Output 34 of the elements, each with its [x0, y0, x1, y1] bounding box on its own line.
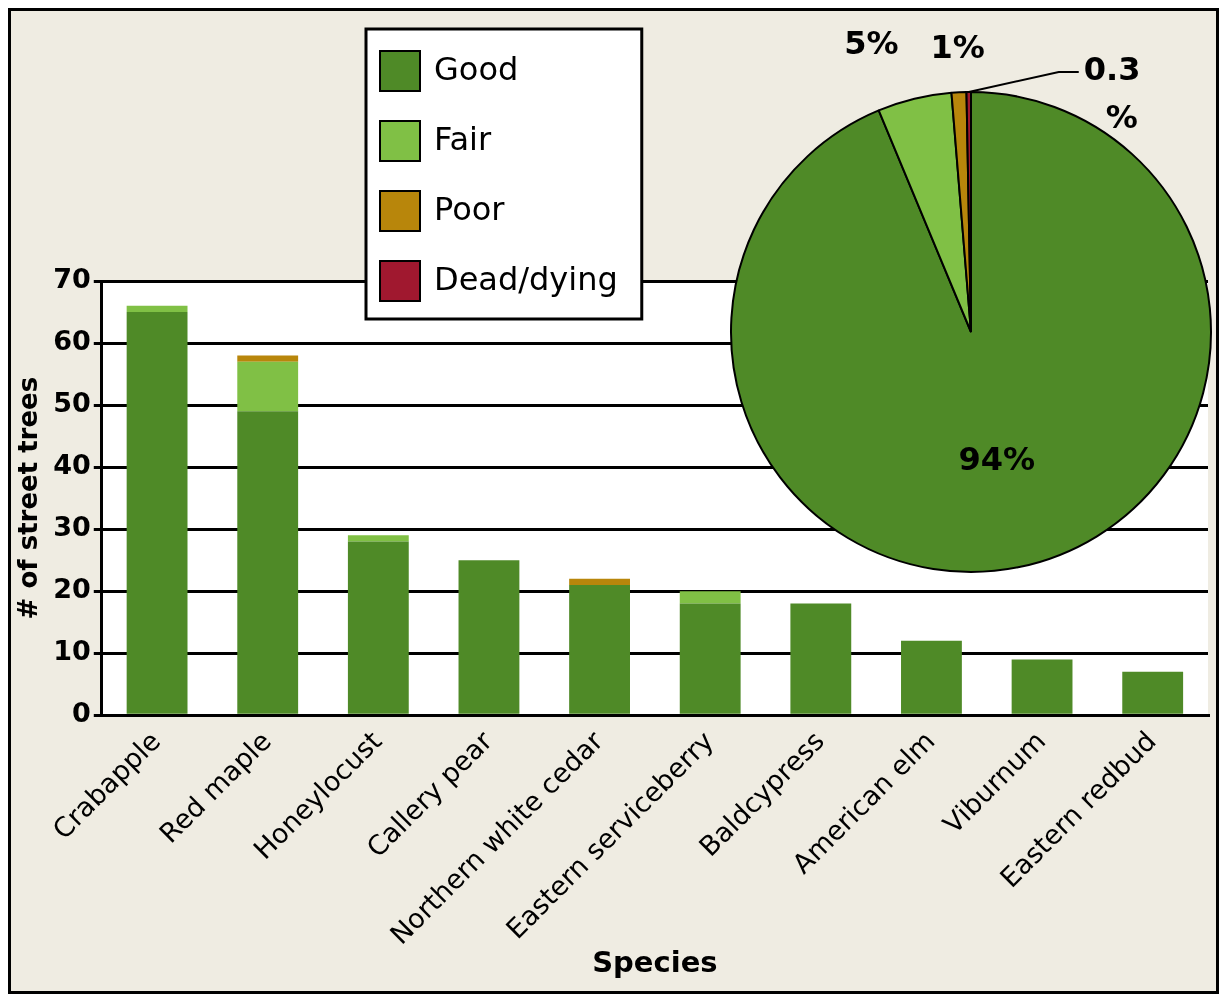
- bar: [237, 411, 299, 714]
- data-label: 5%: [844, 23, 899, 62]
- y-tick-label: 0: [71, 697, 91, 729]
- data-label: 1%: [930, 27, 985, 66]
- bar: [458, 560, 520, 714]
- legend-label: Fair: [434, 120, 492, 159]
- bar: [901, 640, 962, 714]
- y-axis-title: # of street trees: [13, 376, 44, 620]
- bar: [1011, 659, 1073, 714]
- legend-label: Poor: [434, 190, 506, 229]
- data-label: 0.3 %: [1083, 50, 1141, 137]
- y-tick-label: 20: [53, 573, 91, 605]
- bar: [126, 312, 188, 714]
- bar: [569, 584, 630, 714]
- x-axis-title: Species: [592, 945, 718, 980]
- bar: [237, 355, 299, 362]
- y-tick-label: 70: [53, 263, 91, 295]
- bar: [347, 541, 409, 714]
- data-label: 94%: [958, 439, 1036, 478]
- bar: [679, 603, 741, 714]
- y-tick-label: 30: [53, 511, 91, 543]
- bar: [126, 305, 188, 313]
- bar: [569, 578, 630, 585]
- bar: [1122, 671, 1184, 714]
- legend-label: Dead/dying: [434, 260, 618, 299]
- y-tick-label: 60: [53, 325, 91, 357]
- legend-label: Good: [434, 50, 519, 89]
- y-tick-label: 10: [53, 635, 91, 667]
- bar: [237, 361, 299, 412]
- y-tick-label: 50: [53, 387, 91, 419]
- bar: [679, 591, 741, 604]
- y-tick-label: 40: [53, 449, 91, 481]
- bar: [790, 603, 852, 714]
- bar: [347, 535, 409, 542]
